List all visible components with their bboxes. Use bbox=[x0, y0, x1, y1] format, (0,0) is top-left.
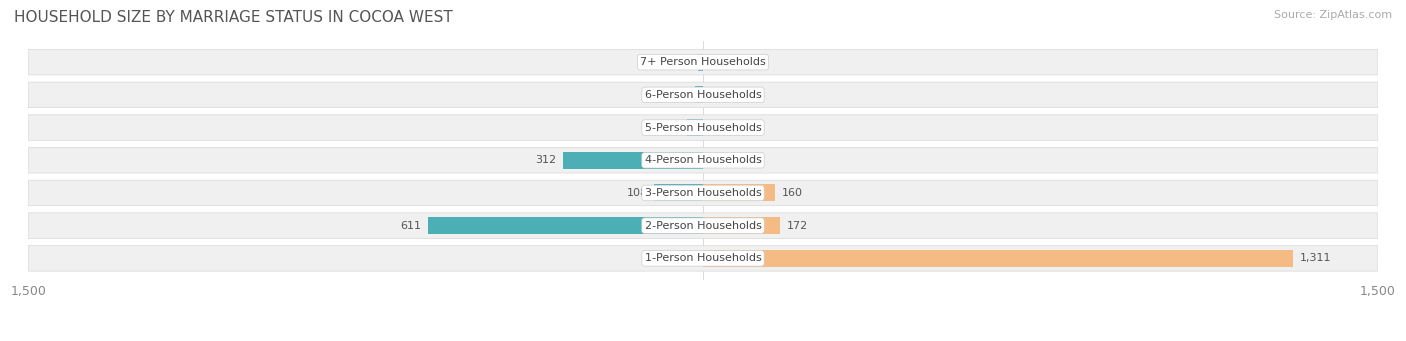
Text: 0: 0 bbox=[721, 90, 728, 100]
Bar bbox=[562, 152, 703, 169]
FancyBboxPatch shape bbox=[28, 213, 1378, 238]
Text: 172: 172 bbox=[787, 221, 808, 231]
Bar bbox=[703, 217, 780, 234]
Text: HOUSEHOLD SIZE BY MARRIAGE STATUS IN COCOA WEST: HOUSEHOLD SIZE BY MARRIAGE STATUS IN COC… bbox=[14, 10, 453, 25]
Bar bbox=[703, 250, 1294, 267]
Text: 2-Person Households: 2-Person Households bbox=[644, 221, 762, 231]
FancyBboxPatch shape bbox=[28, 82, 1378, 108]
Text: 36: 36 bbox=[666, 122, 681, 133]
Text: 3-Person Households: 3-Person Households bbox=[644, 188, 762, 198]
Bar bbox=[686, 119, 703, 136]
Text: 11: 11 bbox=[678, 57, 692, 67]
Text: 1-Person Households: 1-Person Households bbox=[644, 253, 762, 263]
Bar bbox=[697, 54, 703, 71]
Text: 1,311: 1,311 bbox=[1299, 253, 1331, 263]
Text: 312: 312 bbox=[534, 155, 555, 165]
Text: 611: 611 bbox=[401, 221, 422, 231]
FancyBboxPatch shape bbox=[28, 115, 1378, 140]
Text: 4-Person Households: 4-Person Households bbox=[644, 155, 762, 165]
Text: 6-Person Households: 6-Person Households bbox=[644, 90, 762, 100]
Bar bbox=[427, 217, 703, 234]
Text: 17: 17 bbox=[675, 90, 689, 100]
Text: 0: 0 bbox=[721, 155, 728, 165]
Text: 5-Person Households: 5-Person Households bbox=[644, 122, 762, 133]
FancyBboxPatch shape bbox=[28, 148, 1378, 173]
FancyBboxPatch shape bbox=[28, 49, 1378, 75]
Text: 108: 108 bbox=[627, 188, 648, 198]
Bar bbox=[703, 184, 775, 202]
Text: 7+ Person Households: 7+ Person Households bbox=[640, 57, 766, 67]
Text: 160: 160 bbox=[782, 188, 803, 198]
Text: Source: ZipAtlas.com: Source: ZipAtlas.com bbox=[1274, 10, 1392, 20]
Bar bbox=[654, 184, 703, 202]
Text: 0: 0 bbox=[721, 57, 728, 67]
Text: 0: 0 bbox=[721, 122, 728, 133]
FancyBboxPatch shape bbox=[28, 180, 1378, 206]
Bar bbox=[696, 86, 703, 103]
FancyBboxPatch shape bbox=[28, 246, 1378, 271]
